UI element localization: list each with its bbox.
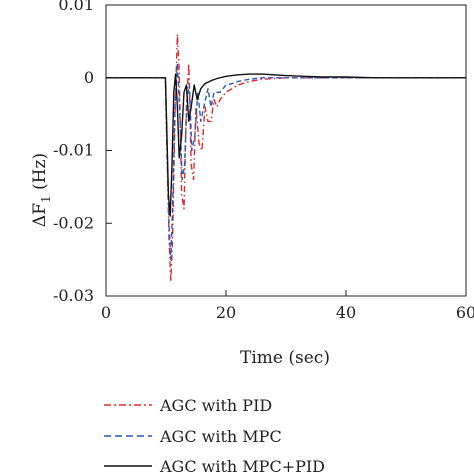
y-tick-label: -0.01 (53, 141, 94, 160)
series-line-mpc-pid (106, 73, 466, 217)
x-tick-label: 40 (336, 303, 356, 322)
legend-item-mpc: AGC with MPC (104, 427, 282, 446)
plot-frame (105, 4, 467, 297)
plot-area: 0 20 40 60 0.01 0 -0.01 -0.02 -0.03 (53, 0, 474, 322)
series-line-pid (106, 33, 466, 283)
legend: AGC with PID AGC with MPC AGC with MPC+P… (104, 396, 325, 474)
legend-label-mpc: AGC with MPC (159, 427, 282, 446)
y-tick-label: -0.02 (53, 213, 94, 232)
y-tick-label: -0.03 (53, 286, 94, 305)
y-axis-label-subscript: 1 (39, 195, 53, 203)
y-axis-label-unit: (Hz) (30, 153, 50, 195)
y-tick-label: 0 (84, 68, 94, 87)
y-axis-label: ΔF (30, 203, 50, 227)
x-tick-label: 0 (101, 303, 111, 322)
x-axis-label: Time (sec) (240, 348, 330, 368)
svg-text:ΔF1 (Hz): ΔF1 (Hz) (30, 153, 53, 227)
series-line-mpc (106, 62, 466, 261)
legend-item-pid: AGC with PID (104, 396, 272, 415)
legend-label-mpc-pid: AGC with MPC+PID (159, 457, 325, 474)
y-tick-label: 0.01 (58, 0, 94, 14)
legend-label-pid: AGC with PID (159, 396, 272, 415)
x-tick-label: 60 (456, 303, 474, 322)
x-tick-label: 20 (216, 303, 236, 322)
y-axis-title: ΔF1 (Hz) (30, 153, 53, 227)
legend-item-mpc-pid: AGC with MPC+PID (104, 457, 325, 474)
